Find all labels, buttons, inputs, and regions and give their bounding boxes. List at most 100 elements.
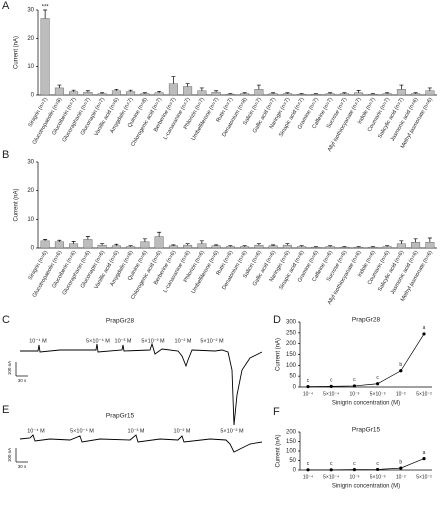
error-bar	[242, 92, 247, 94]
bar	[268, 245, 278, 249]
point	[399, 369, 403, 373]
bar	[111, 245, 121, 249]
scale-label: 30 s	[18, 464, 27, 469]
bar	[411, 242, 421, 249]
error-bar	[285, 243, 290, 246]
y-tick-label: 20	[27, 188, 34, 194]
chart-title: PrapGr15	[352, 427, 381, 434]
bar	[54, 87, 64, 96]
y-tick-label: 0	[293, 468, 297, 474]
stimulus-label: 10⁻⁴ M	[29, 337, 47, 344]
stimulus-label: 10⁻⁴ M	[27, 427, 45, 434]
y-tick-label: 150	[286, 439, 297, 445]
error-bar	[57, 84, 62, 88]
y-tick-label: 30	[27, 8, 34, 14]
point	[329, 468, 333, 472]
x-tick-label: 10⁻⁴	[303, 391, 313, 397]
y-tick-label: 0	[31, 246, 35, 252]
error-bar	[157, 231, 162, 237]
error-bar	[199, 240, 204, 244]
x-tick-label: 5×10⁻⁴	[323, 391, 339, 397]
stimulus-label: 5×10⁻⁴ M	[86, 337, 110, 344]
error-bar	[370, 93, 375, 95]
bar	[154, 92, 164, 96]
bar	[297, 246, 307, 249]
significance-letter: c	[307, 461, 310, 467]
panel-label: C	[2, 314, 10, 326]
panel-label: F	[273, 406, 280, 418]
significance-letter: c	[307, 378, 310, 384]
error-bar	[356, 90, 361, 93]
x-tick-label: 10⁻⁴	[303, 474, 313, 480]
y-axis-label: Current (nA)	[276, 434, 282, 467]
stimulus-label: 5×10⁻⁴ M	[70, 427, 94, 434]
y-axis-label: Current (nA)	[14, 188, 20, 221]
error-bar	[199, 87, 204, 91]
bar	[97, 93, 107, 96]
y-tick-label: 200	[286, 430, 297, 436]
stimulus-label: 10⁻² M	[174, 428, 191, 434]
y-tick-label: 300	[286, 320, 297, 326]
error-bar	[214, 244, 219, 246]
error-bar	[57, 239, 62, 242]
error-bar	[171, 244, 176, 246]
bar	[325, 93, 335, 96]
panel-label: E	[2, 404, 9, 416]
bar	[140, 241, 150, 249]
chart-title: PrapGr28	[352, 317, 381, 324]
point	[422, 332, 426, 336]
x-tick-label: 5×10⁻³	[370, 391, 386, 397]
significance-letter: b	[399, 362, 402, 368]
y-tick-label: 100	[286, 449, 297, 455]
y-tick-label: 0	[293, 385, 297, 391]
bar	[54, 241, 64, 249]
bar	[183, 244, 193, 249]
x-tick-label: 5×10⁻²	[416, 474, 432, 480]
error-bar	[171, 76, 176, 84]
significance-mark: ***	[42, 5, 50, 11]
error-bar	[142, 238, 147, 242]
error-bar	[256, 84, 261, 90]
bar	[225, 246, 235, 249]
error-bar	[114, 243, 119, 246]
error-bar	[142, 92, 147, 94]
error-bar	[271, 92, 276, 94]
error-bar	[128, 89, 133, 92]
x-tick-label: 5×10⁻²	[416, 391, 432, 397]
bar	[354, 246, 364, 249]
error-bar	[85, 90, 90, 93]
bar	[154, 236, 164, 249]
point	[306, 384, 310, 389]
point	[352, 468, 356, 472]
bar	[425, 90, 435, 96]
error-bar	[43, 239, 48, 241]
error-bar	[399, 84, 404, 90]
bar	[297, 93, 307, 96]
y-tick-label: 250	[286, 330, 297, 336]
error-bar	[242, 245, 247, 247]
error-bar	[185, 243, 190, 246]
error-bar	[100, 243, 105, 246]
error-bar	[342, 92, 347, 94]
bar	[197, 243, 207, 249]
bar	[69, 243, 79, 249]
bar	[126, 246, 136, 249]
bar	[425, 242, 435, 249]
bar	[268, 93, 278, 96]
bar	[339, 246, 349, 249]
significance-letter: c	[330, 378, 333, 384]
error-bar	[328, 92, 333, 94]
bar	[126, 91, 136, 96]
bar	[211, 91, 221, 96]
y-axis-label: Current (nA)	[14, 36, 20, 69]
bar	[83, 239, 93, 249]
bar	[254, 89, 264, 96]
error-bar	[128, 245, 133, 247]
error-bar	[299, 245, 304, 247]
error-bar	[271, 244, 276, 246]
point	[399, 466, 403, 470]
y-tick-label: 100	[286, 363, 297, 369]
bar	[411, 93, 421, 96]
bar	[282, 244, 292, 249]
error-bar	[214, 90, 219, 93]
